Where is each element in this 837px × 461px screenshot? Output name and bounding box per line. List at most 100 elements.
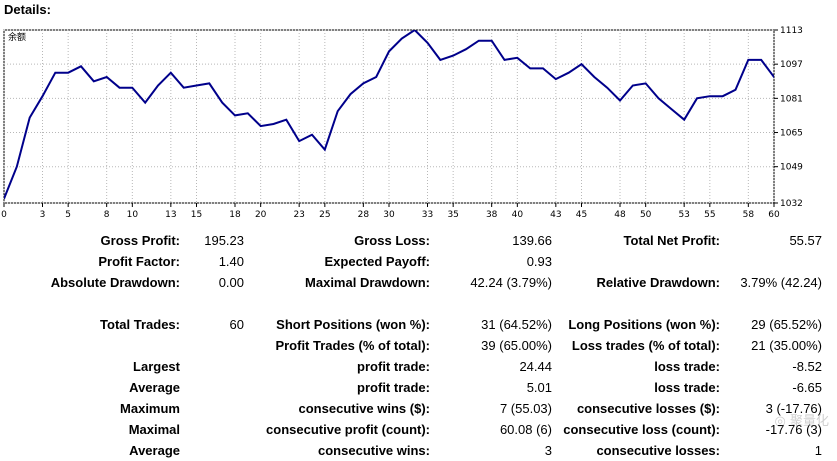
y-tick-label: 1049 bbox=[780, 163, 803, 173]
stat-value: 60.08 (6) bbox=[499, 422, 552, 437]
x-tick-label: 25 bbox=[319, 210, 330, 220]
stat-value: 42.24 (3.79%) bbox=[470, 275, 552, 290]
stat-label: Profit Trades (% of total): bbox=[275, 338, 430, 353]
balance-line bbox=[4, 30, 774, 200]
stat-value: 0.00 bbox=[218, 275, 244, 290]
stat-value bbox=[180, 377, 244, 398]
x-tick-label: 33 bbox=[422, 210, 433, 220]
stats-row: Gross Profit: 195.23 Gross Loss: 139.66 Tota… bbox=[0, 230, 822, 251]
stat-label: Largest bbox=[133, 359, 180, 374]
stat-label: Gross Loss: bbox=[354, 233, 430, 248]
y-tick-label: 1113 bbox=[780, 26, 803, 36]
x-tick-label: 23 bbox=[293, 210, 304, 220]
balance-chart: 1032 1049 1065 1081 1097 1113 0 3 5 8 10 13 15 18 20 23… bbox=[0, 24, 837, 224]
stat-label: Maximum bbox=[120, 401, 180, 416]
stat-label: consecutive wins: bbox=[318, 443, 430, 458]
stat-value: 3 (-17.76) bbox=[765, 401, 822, 416]
stat-label: profit trade: bbox=[357, 359, 430, 374]
x-tick-label: 60 bbox=[768, 210, 780, 220]
stat-label: consecutive loss (count): bbox=[563, 422, 720, 437]
stat-label: consecutive wins ($): bbox=[298, 401, 430, 416]
stat-label: Long Positions (won %): bbox=[568, 317, 720, 332]
details-heading: Details: bbox=[4, 2, 51, 17]
stat-label: consecutive losses ($): bbox=[576, 401, 720, 416]
x-tick-label: 38 bbox=[486, 210, 498, 220]
x-tick-label: 58 bbox=[743, 210, 755, 220]
stat-label: loss trade: bbox=[654, 359, 720, 374]
stat-value bbox=[180, 419, 244, 440]
stat-value: 60 bbox=[229, 317, 244, 332]
x-tick-label: 48 bbox=[614, 210, 626, 220]
x-tick-label: 0 bbox=[1, 210, 7, 220]
stat-value: 31 (64.52%) bbox=[481, 317, 552, 332]
y-tick-label: 1081 bbox=[780, 94, 803, 104]
y-tick-label: 1097 bbox=[780, 60, 803, 70]
stat-value bbox=[430, 293, 552, 314]
stats-row: Absolute Drawdown: 0.00 Maximal Drawdown: 4… bbox=[0, 272, 822, 293]
x-tick-label: 35 bbox=[447, 210, 458, 220]
x-tick-label: 8 bbox=[104, 210, 110, 220]
stat-value: 3 bbox=[544, 443, 552, 458]
stat-label: Maximal Drawdown: bbox=[305, 275, 430, 290]
stats-row: Maximal consecutive profit (count): 60.08 … bbox=[0, 419, 822, 440]
stat-label: Total Net Profit: bbox=[623, 233, 720, 248]
stat-label: Average bbox=[129, 380, 180, 395]
stat-value bbox=[720, 293, 822, 314]
stat-value bbox=[180, 335, 244, 356]
stat-label: loss trade: bbox=[654, 380, 720, 395]
stat-label: Loss trades (% of total): bbox=[571, 338, 720, 353]
stats-row bbox=[0, 293, 822, 314]
stat-label bbox=[244, 293, 430, 314]
stats-row: Largest profit trade: 24.44 loss trade: -8.5… bbox=[0, 356, 822, 377]
stat-label: consecutive losses: bbox=[596, 443, 720, 458]
x-tick-label: 15 bbox=[191, 210, 202, 220]
stat-value: 21 (35.00%) bbox=[751, 338, 822, 353]
stat-label bbox=[0, 335, 180, 356]
stat-value bbox=[180, 293, 244, 314]
x-tick-label: 45 bbox=[576, 210, 587, 220]
stat-label: Expected Payoff: bbox=[324, 254, 430, 269]
stat-value: 55.57 bbox=[789, 233, 822, 248]
stat-value: 24.44 bbox=[519, 359, 552, 374]
x-tick-label: 40 bbox=[512, 210, 524, 220]
watermark-logo: ◎ 聚量化 bbox=[774, 414, 829, 429]
stats-row: Profit Factor: 1.40 Expected Payoff: 0.93 bbox=[0, 251, 822, 272]
x-tick-label: 28 bbox=[358, 210, 370, 220]
stat-value: 5.01 bbox=[526, 380, 552, 395]
stat-value: 1.40 bbox=[218, 254, 244, 269]
stat-label: Average bbox=[129, 443, 180, 458]
stat-value: 0.93 bbox=[526, 254, 552, 269]
stats-row: Total Trades: 60 Short Positions (won %): 3… bbox=[0, 314, 822, 335]
stat-label: Total Trades: bbox=[100, 317, 180, 332]
stats-row: Profit Trades (% of total): 39 (65.00%) Lo… bbox=[0, 335, 822, 356]
x-tick-label: 3 bbox=[40, 210, 46, 220]
stats-row: Average profit trade: 5.01 loss trade: -6.65 bbox=[0, 377, 822, 398]
stat-value bbox=[180, 440, 244, 461]
x-tick-label: 30 bbox=[383, 210, 395, 220]
stat-label: Maximal bbox=[128, 422, 180, 437]
stat-value: 139.66 bbox=[512, 233, 552, 248]
stat-value bbox=[180, 356, 244, 377]
stat-label: Gross Profit: bbox=[100, 233, 180, 248]
x-tick-label: 10 bbox=[127, 210, 139, 220]
x-tick-label: 53 bbox=[678, 210, 689, 220]
stat-label: Relative Drawdown: bbox=[596, 275, 720, 290]
stat-label bbox=[552, 251, 720, 272]
x-tick-label: 13 bbox=[165, 210, 176, 220]
x-tick-label: 20 bbox=[255, 210, 267, 220]
y-tick-label: 1032 bbox=[780, 199, 803, 209]
x-tick-label: 55 bbox=[704, 210, 715, 220]
stat-value bbox=[720, 251, 822, 272]
series-label: 余额 bbox=[8, 31, 26, 43]
x-tick-label: 5 bbox=[65, 210, 71, 220]
x-tick-label: 43 bbox=[550, 210, 561, 220]
stat-value bbox=[180, 398, 244, 419]
stat-label: consecutive profit (count): bbox=[266, 422, 430, 437]
stat-label bbox=[0, 293, 180, 314]
x-tick-label: 18 bbox=[229, 210, 241, 220]
stat-label bbox=[552, 293, 720, 314]
stat-value: 7 (55.03) bbox=[499, 401, 552, 416]
stat-label: profit trade: bbox=[357, 380, 430, 395]
stat-label: Short Positions (won %): bbox=[276, 317, 430, 332]
